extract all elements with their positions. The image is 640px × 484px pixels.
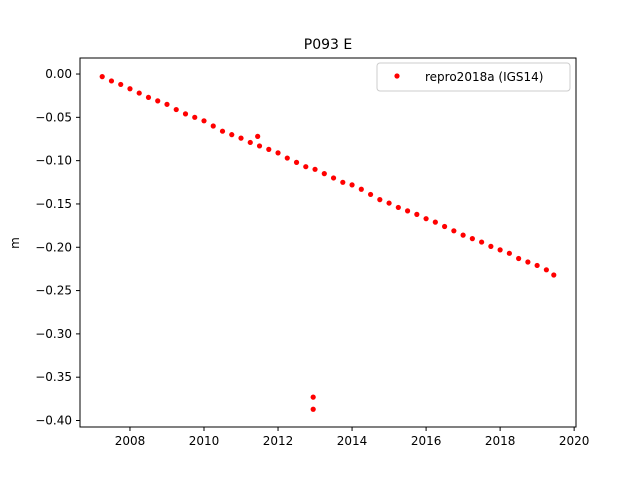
data-point	[479, 239, 485, 245]
y-tick-label: 0.00	[45, 67, 72, 81]
data-point	[551, 272, 557, 278]
x-tick-label: 2016	[411, 434, 442, 448]
data-point	[469, 236, 475, 242]
data-point	[238, 135, 244, 141]
data-point	[266, 146, 272, 152]
data-point	[155, 98, 161, 104]
data-point	[173, 106, 179, 113]
y-tick-label: −0.35	[35, 370, 72, 384]
data-point	[460, 232, 466, 238]
data-point	[543, 267, 549, 273]
data-point	[330, 175, 337, 181]
data-point	[310, 394, 316, 400]
data-point	[201, 118, 207, 124]
data-point	[182, 111, 189, 117]
x-tick-label: 2014	[337, 434, 368, 448]
data-point	[192, 114, 198, 120]
data-point	[395, 204, 401, 211]
data-point	[506, 250, 512, 256]
x-tick-label: 2012	[263, 434, 294, 448]
data-point	[340, 179, 346, 185]
data-point	[256, 143, 263, 149]
x-tick-label: 2020	[559, 434, 590, 448]
chart-title: P093 E	[304, 37, 352, 53]
data-point	[99, 74, 105, 80]
y-tick-label: −0.30	[35, 327, 72, 341]
legend-box	[376, 62, 571, 92]
y-tick-label: −0.25	[35, 284, 72, 298]
y-axis-ticks: 0.00 −0.05 −0.10 −0.15 −0.20 −0.25 −0.30 −0.35 −…	[35, 67, 80, 428]
data-points	[99, 74, 557, 412]
y-tick-label: −0.10	[35, 154, 72, 168]
data-point	[127, 86, 133, 92]
data-point	[275, 150, 281, 156]
data-point	[386, 200, 392, 206]
data-point	[312, 166, 318, 172]
data-point	[321, 171, 327, 177]
data-point	[247, 139, 253, 146]
y-tick-label: −0.20	[35, 240, 72, 254]
data-point	[414, 211, 420, 217]
plot-frame	[79, 57, 577, 428]
data-point	[432, 219, 438, 225]
data-point	[118, 81, 124, 88]
y-tick-label: −0.15	[35, 197, 72, 211]
data-point	[423, 216, 429, 222]
legend: repro2018a (IGS14)	[376, 62, 571, 92]
data-point	[229, 132, 235, 138]
data-point	[136, 90, 142, 96]
data-point	[164, 101, 170, 107]
data-point	[349, 182, 355, 188]
data-point	[303, 164, 309, 170]
data-point	[367, 191, 374, 198]
x-tick-label: 2010	[189, 434, 220, 448]
data-point	[442, 223, 448, 230]
data-point	[534, 262, 540, 269]
data-point	[284, 155, 290, 161]
data-point	[377, 197, 383, 203]
x-axis-ticks: 2008 2010 2012 2014 2016 2018 2020	[115, 427, 590, 448]
data-point	[255, 133, 261, 139]
data-point	[145, 94, 152, 101]
data-point	[488, 243, 494, 249]
y-tick-label: −0.05	[35, 110, 72, 124]
data-point	[404, 208, 411, 214]
data-point	[497, 247, 503, 253]
data-point	[219, 128, 226, 134]
data-point	[451, 228, 457, 234]
x-tick-label: 2008	[115, 434, 146, 448]
data-point	[293, 159, 300, 165]
data-point	[210, 123, 216, 129]
data-point	[525, 259, 531, 265]
data-point	[310, 406, 316, 412]
x-tick-label: 2018	[485, 434, 516, 448]
legend-label: repro2018a (IGS14)	[425, 70, 543, 84]
data-point	[108, 78, 115, 84]
data-point	[358, 186, 364, 192]
y-axis-label: m	[8, 237, 22, 249]
y-tick-label: −0.40	[35, 414, 72, 428]
data-point	[516, 255, 522, 262]
legend-marker	[394, 73, 400, 79]
